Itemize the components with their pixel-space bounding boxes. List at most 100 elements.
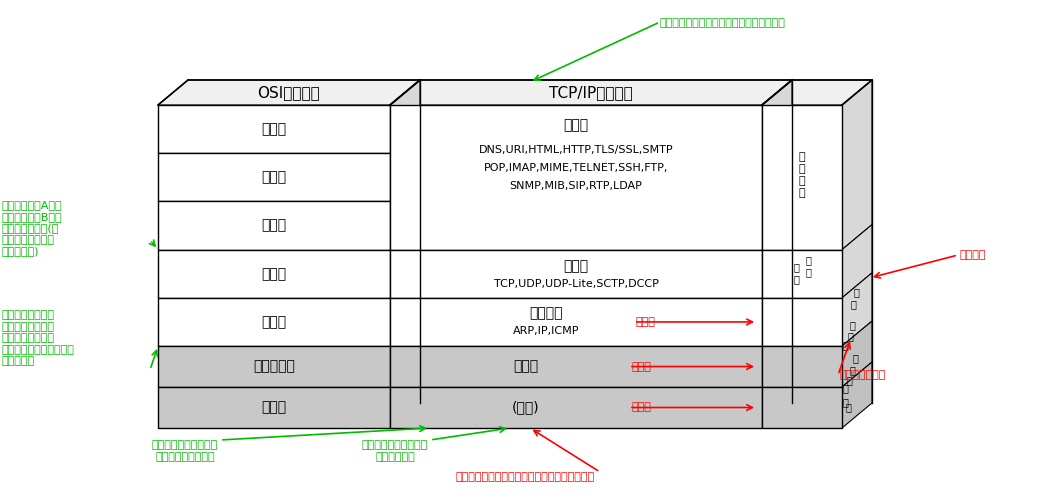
- Polygon shape: [158, 298, 390, 346]
- Polygon shape: [762, 105, 842, 250]
- Polygon shape: [762, 273, 792, 346]
- Polygon shape: [390, 273, 792, 298]
- Text: 解决的是两台主机之间
的连通性问题: 解决的是两台主机之间 的连通性问题: [362, 440, 429, 462]
- Text: 路由器: 路由器: [636, 317, 656, 327]
- Polygon shape: [158, 273, 420, 298]
- Polygon shape: [158, 224, 420, 250]
- Polygon shape: [158, 202, 390, 250]
- Polygon shape: [762, 298, 842, 346]
- Text: SNMP,MIB,SIP,RTP,LDAP: SNMP,MIB,SIP,RTP,LDAP: [509, 181, 642, 191]
- Text: 解决数据如何使用能够满足用户需求的问题: 解决数据如何使用能够满足用户需求的问题: [660, 18, 786, 28]
- Text: 用: 用: [799, 164, 805, 174]
- Text: (硬件): (硬件): [512, 400, 540, 414]
- Polygon shape: [762, 224, 792, 298]
- Polygon shape: [842, 80, 872, 249]
- Polygon shape: [158, 128, 420, 153]
- Polygon shape: [842, 321, 872, 387]
- Polygon shape: [390, 387, 762, 428]
- Polygon shape: [158, 176, 420, 202]
- Text: 交换机: 交换机: [631, 362, 651, 372]
- Text: 互联网层: 互联网层: [529, 306, 563, 320]
- Text: 动: 动: [850, 299, 856, 309]
- Polygon shape: [762, 224, 872, 250]
- Polygon shape: [842, 224, 872, 298]
- Polygon shape: [158, 346, 390, 387]
- Text: ARP,IP,ICMP: ARP,IP,ICMP: [512, 326, 580, 336]
- Text: POP,IMAP,MIME,TELNET,SSH,FTP,: POP,IMAP,MIME,TELNET,SSH,FTP,: [484, 163, 669, 173]
- Polygon shape: [390, 80, 420, 153]
- Text: 解决将数据从A主机
跨网络传输到B主机
的传输策略问题(即
传多少，怎么传，
重传等问题): 解决将数据从A主机 跨网络传输到B主机 的传输策略问题(即 传多少，怎么传， 重…: [2, 200, 63, 256]
- Text: 网络层: 网络层: [261, 315, 286, 329]
- Text: 络: 络: [847, 375, 852, 385]
- Polygon shape: [762, 273, 872, 298]
- Text: 口: 口: [853, 353, 858, 363]
- Polygon shape: [158, 362, 420, 387]
- Text: TCP/IP五层模型: TCP/IP五层模型: [549, 85, 633, 100]
- Polygon shape: [762, 80, 872, 105]
- Polygon shape: [158, 80, 420, 105]
- Text: 序: 序: [845, 402, 851, 412]
- Text: 网卡层: 网卡层: [514, 360, 539, 374]
- Text: 用于将信号放大，从而保证信号能够传输的更远: 用于将信号放大，从而保证信号能够传输的更远: [455, 472, 594, 482]
- Text: 驱: 驱: [850, 320, 855, 330]
- Text: 传输层: 传输层: [261, 266, 286, 280]
- Polygon shape: [390, 176, 420, 250]
- Text: 备: 备: [848, 332, 853, 342]
- Polygon shape: [158, 250, 390, 298]
- Polygon shape: [762, 321, 872, 346]
- Text: 接: 接: [850, 365, 855, 375]
- Polygon shape: [842, 362, 872, 428]
- Polygon shape: [390, 346, 762, 387]
- Text: 会话层: 会话层: [261, 218, 286, 232]
- Text: 解决让两台主机能够在
局域网中通信的问题: 解决让两台主机能够在 局域网中通信的问题: [152, 440, 218, 462]
- Polygon shape: [390, 321, 792, 346]
- Text: 基于物理层和数据
链路层提供的路径
中，选择合适的路
径将数据由发送主机传递
到目标主机: 基于物理层和数据 链路层提供的路径 中，选择合适的路 径将数据由发送主机传递 到…: [2, 310, 74, 366]
- Polygon shape: [390, 362, 792, 387]
- Text: 应用层: 应用层: [564, 118, 589, 132]
- Polygon shape: [390, 80, 792, 105]
- Polygon shape: [158, 321, 420, 346]
- Text: 操: 操: [793, 274, 799, 283]
- Polygon shape: [390, 224, 420, 298]
- Text: OSI七层模型: OSI七层模型: [258, 85, 321, 100]
- Text: 系: 系: [805, 266, 811, 276]
- Text: 路由选择: 路由选择: [960, 250, 986, 260]
- Text: 应用层: 应用层: [261, 122, 286, 136]
- Text: 应: 应: [799, 152, 805, 162]
- Polygon shape: [158, 387, 390, 428]
- Polygon shape: [390, 273, 420, 346]
- Polygon shape: [390, 298, 762, 346]
- Polygon shape: [762, 321, 792, 387]
- Polygon shape: [762, 362, 792, 428]
- Text: 与: 与: [842, 397, 848, 407]
- Polygon shape: [762, 362, 872, 387]
- Polygon shape: [158, 153, 390, 202]
- Polygon shape: [762, 80, 792, 249]
- Polygon shape: [158, 105, 390, 153]
- Polygon shape: [390, 250, 762, 298]
- Text: 表示层: 表示层: [261, 170, 286, 184]
- Polygon shape: [762, 387, 842, 428]
- Text: 集线器: 集线器: [631, 402, 651, 412]
- Text: 程: 程: [853, 288, 859, 298]
- Polygon shape: [762, 250, 842, 298]
- Text: 数据链路层: 数据链路层: [253, 360, 294, 374]
- Text: 用来划分碰撞域: 用来划分碰撞域: [840, 370, 887, 380]
- Text: 网: 网: [843, 384, 849, 394]
- Polygon shape: [390, 321, 420, 387]
- Text: DNS,URI,HTML,HTTP,TLS/SSL,SMTP: DNS,URI,HTML,HTTP,TLS/SSL,SMTP: [479, 145, 673, 155]
- Polygon shape: [762, 346, 842, 387]
- Polygon shape: [390, 105, 762, 250]
- Text: 程: 程: [799, 176, 805, 186]
- Polygon shape: [842, 273, 872, 346]
- Polygon shape: [390, 128, 420, 202]
- Text: 作: 作: [793, 262, 799, 272]
- Text: 设: 设: [842, 340, 848, 350]
- Text: 传输层: 传输层: [564, 258, 589, 272]
- Polygon shape: [390, 362, 420, 428]
- Text: 物理层: 物理层: [261, 400, 286, 414]
- Text: 序: 序: [799, 188, 805, 198]
- Text: TCP,UDP,UDP-Lite,SCTP,DCCP: TCP,UDP,UDP-Lite,SCTP,DCCP: [494, 278, 658, 288]
- Text: 统: 统: [805, 254, 811, 264]
- Polygon shape: [390, 224, 792, 250]
